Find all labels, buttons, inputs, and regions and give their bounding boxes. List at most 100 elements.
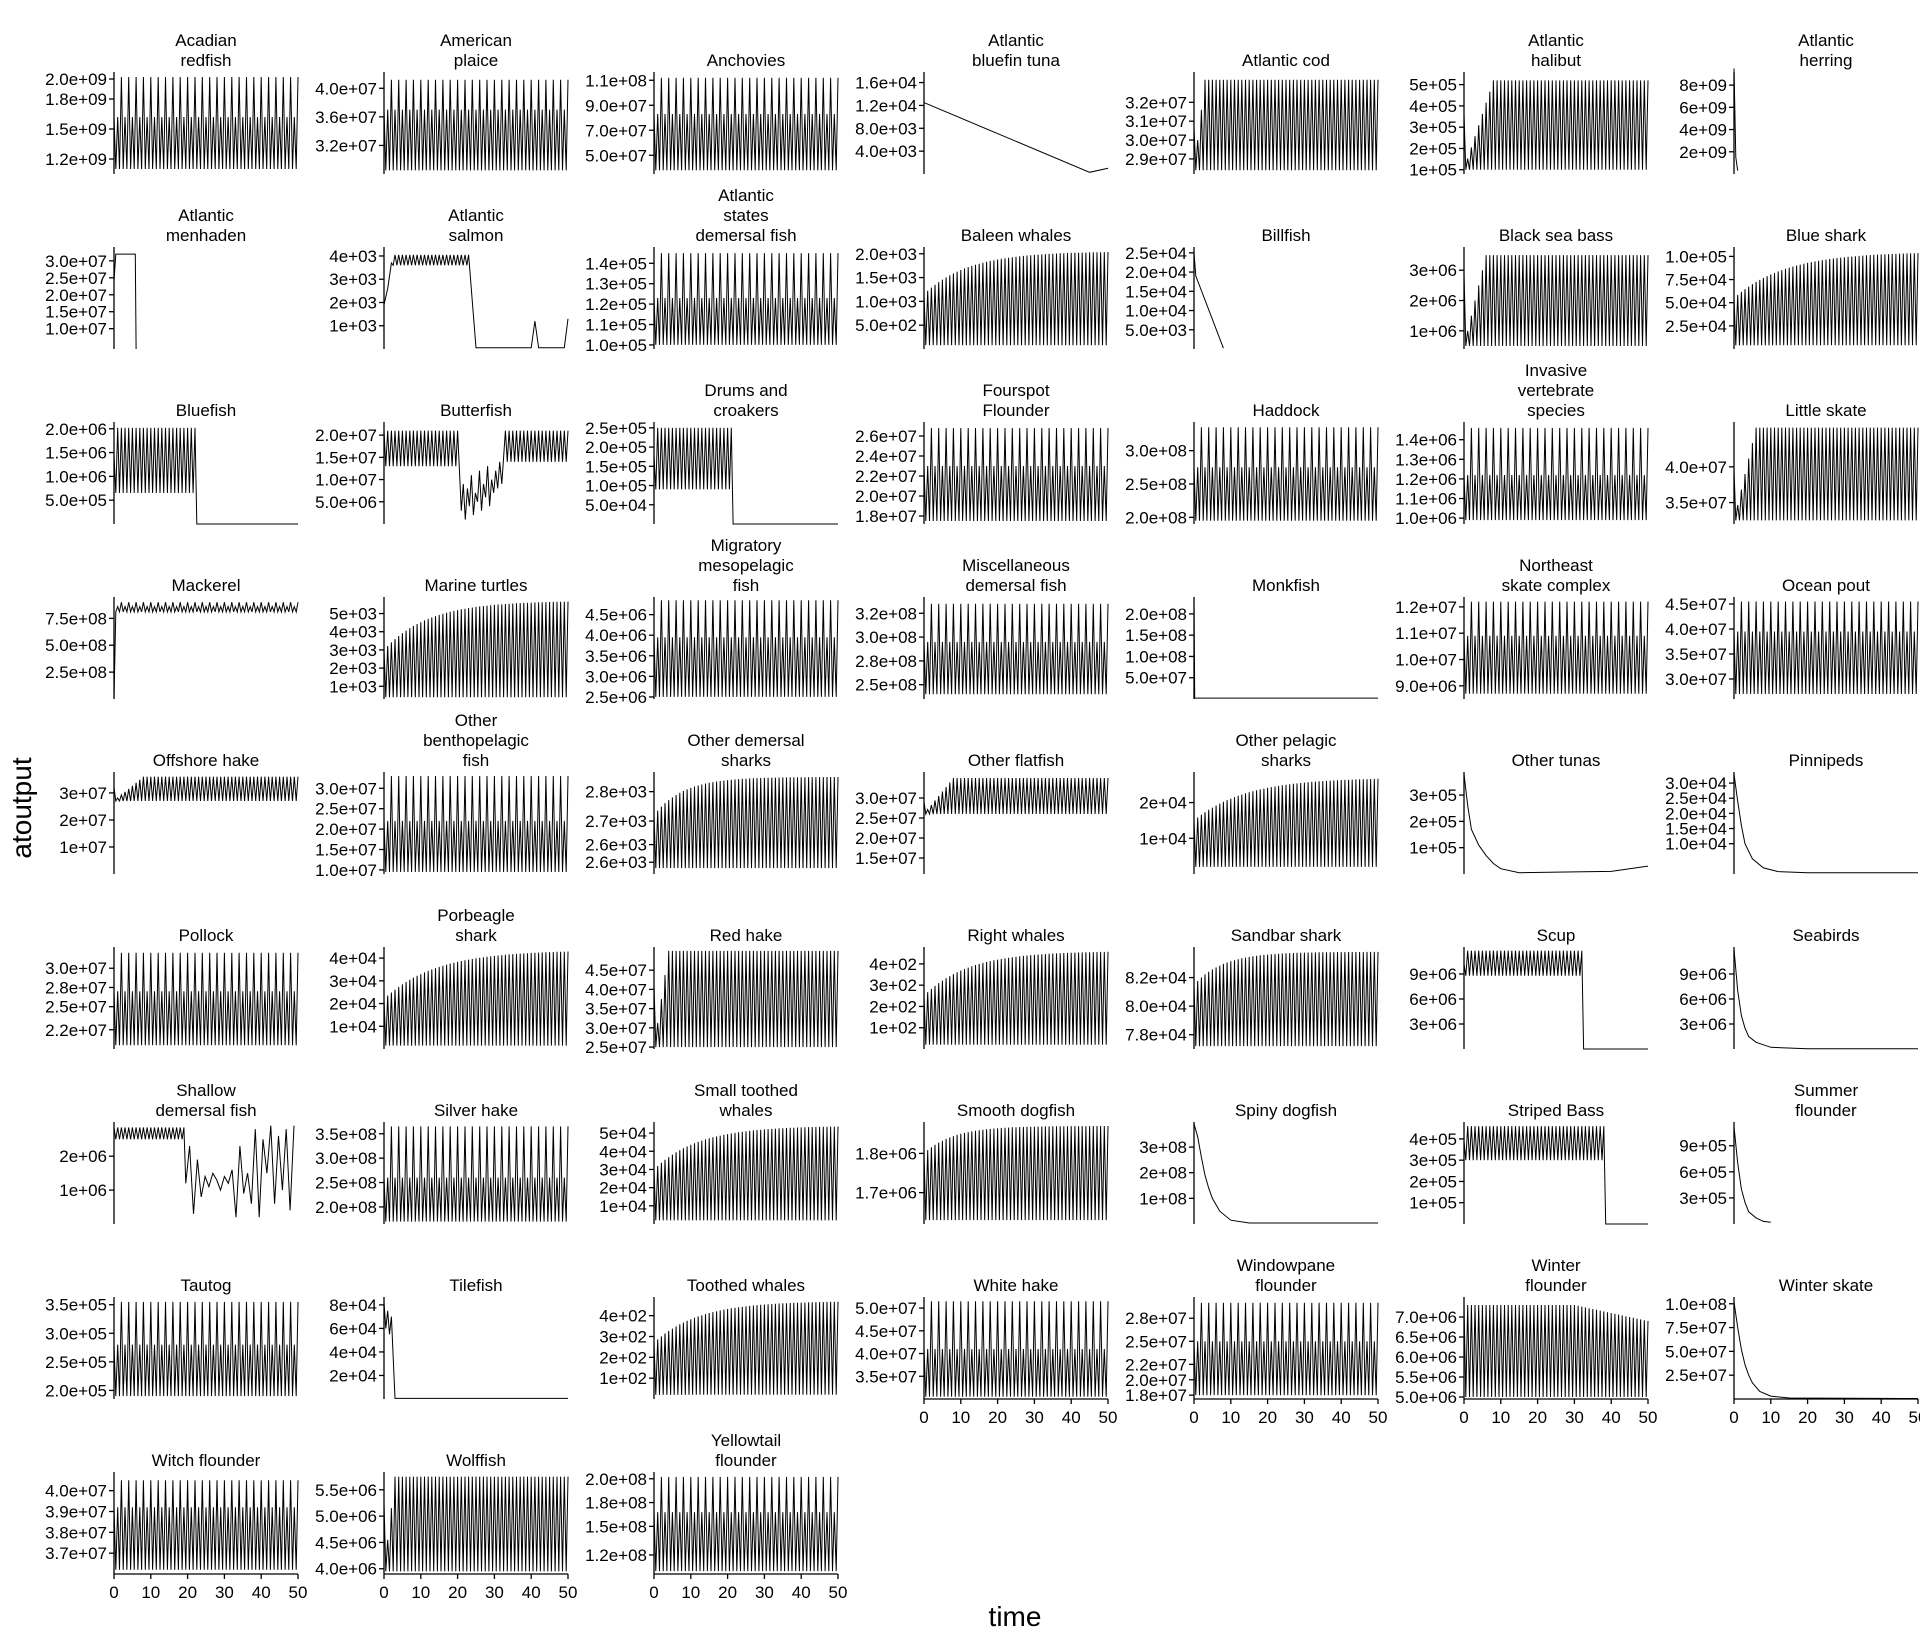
x-tick-label: 30 (1025, 1408, 1044, 1427)
panel-title: Seabirds (1792, 926, 1859, 945)
panel: Seabirds 3e+06 6e+06 9e+06 (1679, 926, 1918, 1050)
y-tick-label: 4e+04 (329, 949, 377, 968)
y-tick-label: 8e+09 (1679, 76, 1727, 95)
y-tick-label: 2.5e+06 (585, 688, 647, 707)
panel: Monkfish 5.0e+07 1.0e+08 1.5e+08 2.0e+08 (1125, 576, 1378, 699)
series-line (653, 253, 839, 345)
panel-title: benthopelagic (423, 731, 529, 750)
panel-title: sharks (721, 751, 771, 770)
series-line (113, 952, 299, 1046)
y-tick-label: 1e+02 (599, 1369, 647, 1388)
series-line (1463, 255, 1649, 347)
y-tick-label: 6e+06 (1409, 990, 1457, 1009)
y-tick-label: 1.5e+04 (1665, 820, 1727, 839)
y-tick-label: 3e+02 (869, 976, 917, 995)
panel-title: fish (733, 576, 759, 595)
y-tick-label: 6e+09 (1679, 98, 1727, 117)
y-tick-label: 4.0e+06 (315, 1560, 377, 1579)
y-tick-label: 4e+02 (599, 1307, 647, 1326)
y-tick-label: 1.3e+05 (585, 275, 647, 294)
panel-title: Witch flounder (152, 1451, 261, 1470)
y-tick-label: 5.0e+03 (1125, 321, 1187, 340)
y-tick-label: 5.0e+07 (855, 1299, 917, 1318)
y-tick-label: 2.0e+08 (315, 1198, 377, 1217)
y-tick-label: 2.2e+07 (45, 1021, 107, 1040)
panel-title: halibut (1531, 51, 1581, 70)
y-tick-label: 7.8e+04 (1125, 1026, 1187, 1045)
series-line (383, 1302, 568, 1399)
x-tick-label: 40 (522, 1583, 541, 1602)
series-line (113, 1480, 299, 1570)
y-tick-label: 4e+09 (1679, 121, 1727, 140)
y-tick-label: 1e+03 (329, 677, 377, 696)
y-tick-label: 1.0e+05 (585, 477, 647, 496)
y-tick-label: 8.2e+04 (1125, 969, 1187, 988)
panel: Striped Bass 1e+05 2e+05 3e+05 4e+05 (1409, 1101, 1648, 1225)
series-line (1733, 601, 1919, 695)
y-tick-label: 2e+08 (1139, 1164, 1187, 1183)
series-line (383, 430, 569, 520)
panel-title: Offshore hake (153, 751, 259, 770)
panel-title: Flounder (982, 401, 1049, 420)
x-tick-label: 30 (485, 1583, 504, 1602)
y-tick-label: 6e+05 (1679, 1163, 1727, 1182)
y-tick-label: 1.5e+04 (1125, 282, 1187, 301)
y-tick-label: 1e+04 (1139, 829, 1187, 848)
series-line (1463, 80, 1649, 170)
y-tick-label: 1.1e+05 (585, 316, 647, 335)
panel: Tilefish 2e+04 4e+04 6e+04 8e+04 (329, 1276, 568, 1399)
y-tick-label: 3e+05 (1409, 118, 1457, 137)
y-tick-label: 2.5e+05 (585, 419, 647, 438)
y-tick-label: 2.0e+08 (585, 1470, 647, 1489)
panel-title: Other flatfish (968, 751, 1064, 770)
series-line (113, 776, 299, 803)
panel: Butterfish 5.0e+06 1.0e+07 1.5e+07 2.0e+07 (315, 401, 569, 524)
x-tick-label: 20 (1258, 1408, 1277, 1427)
series-line (113, 1301, 299, 1397)
panel-title: menhaden (166, 226, 246, 245)
y-tick-label: 2.5e+08 (855, 676, 917, 695)
panel: Black sea bass 1e+06 2e+06 3e+06 (1409, 226, 1649, 349)
y-tick-label: 2.5e+05 (45, 1353, 107, 1372)
panel-title: Baleen whales (961, 226, 1072, 245)
series-line (383, 254, 569, 349)
y-tick-label: 4e+03 (329, 623, 377, 642)
panel: Haddock 2.0e+08 2.5e+08 3.0e+08 (1125, 401, 1379, 527)
panel-title: Toothed whales (687, 1276, 805, 1295)
y-tick-label: 1.3e+06 (1395, 450, 1457, 469)
x-tick-label: 0 (1729, 1408, 1738, 1427)
series-line (923, 1301, 1109, 1397)
panel-title: White hake (973, 1276, 1058, 1295)
series-line (113, 1125, 295, 1218)
y-tick-label: 3e+06 (1409, 261, 1457, 280)
y-tick-label: 1.0e+04 (1125, 302, 1187, 321)
panel: Winter skate 2.5e+07 5.0e+07 7.5e+07 1.0e+08… (1665, 1276, 1920, 1427)
panel-title: whales (719, 1101, 773, 1120)
y-tick-label: 2.5e+04 (1665, 789, 1727, 808)
y-tick-label: 6e+04 (329, 1319, 377, 1338)
y-tick-label: 3e+06 (1409, 1015, 1457, 1034)
y-tick-label: 1.1e+07 (1395, 624, 1457, 643)
y-tick-label: 3.0e+07 (45, 252, 107, 271)
x-tick-label: 30 (1295, 1408, 1314, 1427)
series-line (383, 951, 569, 1046)
y-tick-label: 5.0e+05 (45, 491, 107, 510)
y-tick-label: 3.0e+05 (45, 1324, 107, 1343)
y-tick-label: 4.5e+06 (585, 606, 647, 625)
y-tick-label: 1.0e+08 (1125, 647, 1187, 666)
y-tick-label: 5e+04 (599, 1124, 647, 1143)
y-tick-label: 2.8e+07 (1125, 1309, 1187, 1328)
y-tick-label: 6e+06 (1679, 990, 1727, 1009)
panel-title: Right whales (967, 926, 1064, 945)
series-line (1193, 252, 1224, 349)
y-tick-label: 3.0e+07 (855, 789, 917, 808)
y-tick-label: 1e+05 (1409, 161, 1457, 180)
series-line (1733, 1126, 1771, 1223)
y-tick-label: 5.5e+06 (1395, 1368, 1457, 1387)
series-line (1463, 773, 1649, 874)
